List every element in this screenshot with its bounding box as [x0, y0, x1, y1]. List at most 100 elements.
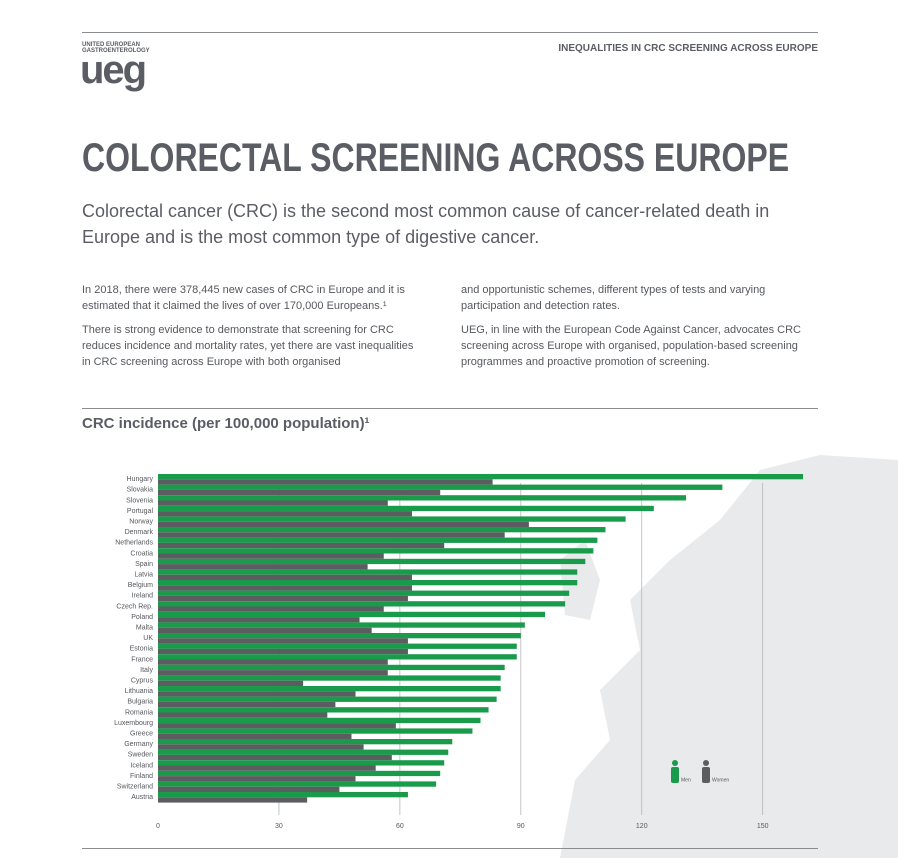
bar — [158, 606, 384, 612]
bar — [158, 638, 408, 644]
bar — [158, 717, 481, 724]
y-tick-label: Portugal — [127, 508, 154, 515]
y-tick-label: UK — [143, 635, 153, 642]
bar — [158, 712, 328, 718]
bar — [158, 585, 412, 591]
bar — [158, 723, 396, 729]
bar — [158, 553, 384, 559]
bar — [158, 558, 586, 565]
y-tick-label: Austria — [131, 794, 153, 801]
paragraph: There is strong evidence to demonstrate … — [82, 324, 414, 368]
x-tick-label: 90 — [517, 823, 525, 830]
bar — [158, 474, 803, 480]
bar — [158, 537, 598, 543]
bar — [158, 574, 412, 580]
bar — [158, 633, 521, 639]
chart-title: CRC incidence (per 100,000 population)¹ — [82, 415, 370, 432]
y-tick-label: Denmark — [125, 529, 154, 536]
rule — [82, 408, 818, 409]
y-tick-label: Estonia — [130, 646, 153, 653]
paragraph: UEG, in line with the European Code Agai… — [461, 324, 801, 368]
y-tick-label: Czech Rep. — [116, 603, 153, 610]
bar — [158, 733, 352, 739]
y-tick-label: Croatia — [130, 550, 153, 557]
y-tick-label: Norway — [129, 519, 153, 526]
bar — [158, 765, 376, 771]
paragraph: In 2018, there were 378,445 new cases of… — [82, 284, 405, 312]
y-tick-label: Slovakia — [127, 487, 154, 494]
legend-icon — [672, 760, 678, 766]
y-tick-label: Romania — [125, 709, 153, 716]
bar — [158, 744, 364, 750]
rule — [82, 32, 818, 33]
bar — [158, 617, 360, 623]
bar — [158, 479, 493, 485]
bar — [158, 670, 388, 676]
y-tick-label: France — [131, 656, 153, 663]
y-tick-label: Spain — [135, 561, 153, 568]
bar — [158, 675, 501, 681]
y-tick-label: Belgium — [128, 582, 153, 589]
y-tick-label: Germany — [124, 741, 153, 748]
bar — [158, 622, 525, 628]
bar — [158, 701, 336, 708]
x-tick-label: 0 — [156, 823, 160, 830]
logo-text: GASTROENTEROLOGY — [82, 48, 150, 54]
bar — [158, 691, 356, 697]
bar — [158, 489, 441, 496]
bar — [158, 659, 388, 665]
bar — [158, 664, 505, 671]
bar — [158, 532, 505, 538]
y-tick-label: Ireland — [132, 593, 154, 600]
y-tick-label: Luxembourg — [114, 720, 153, 727]
legend-label: Men — [681, 777, 691, 783]
y-tick-label: Greece — [130, 731, 153, 738]
bar — [158, 792, 408, 798]
bar — [158, 601, 566, 607]
map-background — [560, 455, 898, 858]
bar — [158, 527, 606, 533]
bar — [158, 505, 654, 512]
bar — [158, 739, 453, 745]
x-tick-label: 120 — [636, 823, 648, 830]
y-tick-label: Lithuania — [125, 688, 154, 695]
legend-icon — [703, 760, 709, 766]
legend-label: Women — [712, 777, 729, 783]
bar — [158, 484, 723, 490]
bar — [158, 686, 501, 692]
x-tick-label: 30 — [275, 823, 283, 830]
logo-text: UNITED EUROPEAN — [82, 42, 141, 48]
bar — [158, 542, 445, 549]
y-tick-label: Hungary — [127, 476, 154, 483]
x-tick-label: 150 — [757, 823, 769, 830]
y-tick-label: Poland — [131, 614, 153, 621]
lead: Colorectal cancer (CRC) is the second mo… — [82, 201, 770, 247]
x-tick-label: 60 — [396, 823, 404, 830]
bar — [158, 516, 626, 522]
bar — [158, 781, 437, 787]
bar — [158, 797, 308, 803]
paragraph: and opportunistic schemes, different typ… — [461, 284, 766, 312]
bar — [158, 590, 570, 596]
legend-icon — [671, 767, 679, 783]
y-tick-label: Iceland — [130, 762, 153, 769]
bar — [158, 696, 497, 702]
title: COLORECTAL SCREENING ACROSS EUROPE — [82, 136, 790, 180]
section-title: INEQUALITIES IN CRC SCREENING ACROSS EUR… — [558, 43, 818, 54]
rule — [82, 848, 818, 849]
y-tick-label: Latvia — [134, 572, 153, 579]
bar — [158, 760, 445, 766]
y-tick-label: Cyprus — [131, 678, 154, 685]
bar — [158, 648, 408, 655]
bar — [158, 511, 412, 517]
y-tick-label: Sweden — [128, 752, 153, 759]
bar — [158, 627, 372, 633]
legend-icon — [702, 767, 710, 783]
bar — [158, 770, 441, 777]
bar — [158, 728, 473, 734]
bar — [158, 564, 368, 570]
y-tick-label: Netherlands — [115, 540, 153, 547]
bar — [158, 643, 517, 649]
bar — [158, 749, 449, 755]
